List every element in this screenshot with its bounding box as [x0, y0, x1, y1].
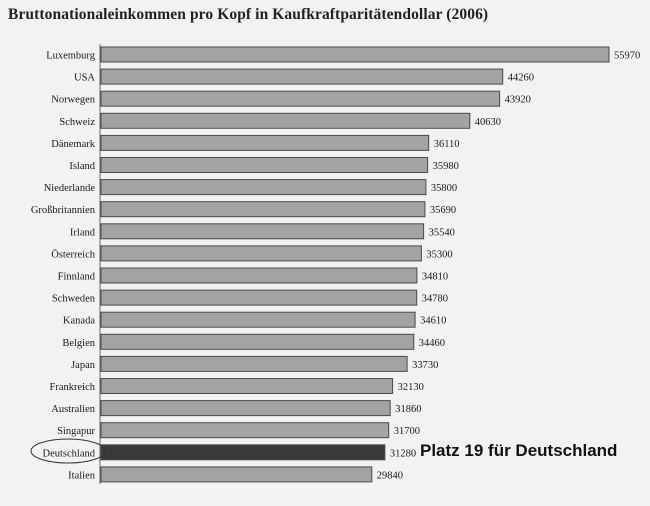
bar-frankreich [100, 378, 394, 394]
bar-niederlande [100, 179, 427, 196]
category-label-japan: Japan [71, 360, 96, 371]
value-label-australien: 31860 [395, 404, 421, 415]
value-label-italien: 29840 [377, 470, 403, 481]
category-label-luxemburg: Luxemburg [46, 51, 96, 62]
bar-finnland [100, 267, 418, 284]
category-label-schweden: Schweden [52, 294, 96, 305]
value-label--sterreich: 35300 [426, 249, 452, 260]
deutschland-circle-mark [30, 438, 106, 464]
bar-singapur [100, 422, 390, 439]
value-label-usa: 44260 [508, 73, 534, 84]
bar-irland [100, 223, 425, 240]
bar-usa [100, 68, 504, 85]
bars-group [100, 46, 610, 483]
category-label-norwegen: Norwegen [51, 95, 95, 106]
value-label-norwegen: 43920 [505, 95, 531, 106]
bar-kanada [100, 311, 416, 328]
value-label-belgien: 34460 [419, 338, 445, 349]
value-label-japan: 33730 [412, 360, 438, 371]
bar-luxemburg [100, 46, 610, 63]
value-label-kanada: 34610 [420, 316, 446, 327]
value-label-d-nemark: 36110 [434, 139, 460, 150]
value-label-island: 35980 [433, 161, 459, 172]
category-label-italien: Italien [68, 470, 96, 481]
value-label-frankreich: 32130 [398, 382, 424, 393]
bar-gro-britannien [100, 201, 426, 218]
value-label-luxemburg: 55970 [614, 51, 640, 62]
bar-australien [100, 400, 391, 417]
chart-title: Bruttonationaleinkommen pro Kopf in Kauf… [8, 6, 489, 23]
bar-italien [100, 466, 373, 483]
category-label-australien: Australien [51, 404, 95, 415]
bar-deutschland [100, 444, 386, 461]
bar-island [100, 157, 429, 173]
category-label-gro-britannien: Großbritannien [31, 205, 96, 216]
value-label-irland: 35540 [429, 227, 455, 238]
category-label-d-nemark: Dänemark [51, 139, 95, 150]
category-label-finnland: Finnland [58, 272, 96, 283]
category-label-frankreich: Frankreich [50, 382, 96, 393]
category-label-belgien: Belgien [62, 338, 95, 349]
category-label-singapur: Singapur [57, 426, 95, 437]
annotation-text: Platz 19 für Deutschland [420, 441, 618, 460]
value-label-schweden: 34780 [422, 294, 448, 305]
bar-d-nemark [100, 134, 430, 151]
bar-schweden [100, 289, 418, 306]
value-labels: 55970 44260 43920 40630 36110 35980 35800 35690… [377, 51, 640, 482]
value-label-finnland: 34810 [422, 272, 448, 283]
value-label-singapur: 31700 [394, 426, 420, 437]
category-label-usa: USA [74, 73, 95, 84]
category-label-irland: Irland [70, 227, 96, 238]
bar--sterreich [100, 245, 422, 262]
bar-norwegen [100, 90, 501, 107]
value-label-niederlande: 35800 [431, 183, 457, 194]
category-label-island: Island [69, 161, 95, 172]
value-label-schweiz: 40630 [475, 117, 501, 128]
bar-japan [100, 355, 408, 372]
category-labels: Luxemburg USA Norwegen Schweiz Dänemark Islan… [31, 51, 96, 482]
category-label-schweiz: Schweiz [59, 117, 95, 128]
category-label-niederlande: Niederlande [44, 183, 96, 194]
bar-schweiz [100, 112, 471, 129]
category-label-deutschland: Deutschland [43, 448, 96, 459]
category-label-kanada: Kanada [63, 316, 95, 327]
value-label-gro-britannien: 35690 [430, 205, 456, 216]
category-label--sterreich: Österreich [51, 248, 95, 260]
bar-belgien [100, 333, 415, 350]
value-label-deutschland: 31280 [390, 448, 416, 459]
